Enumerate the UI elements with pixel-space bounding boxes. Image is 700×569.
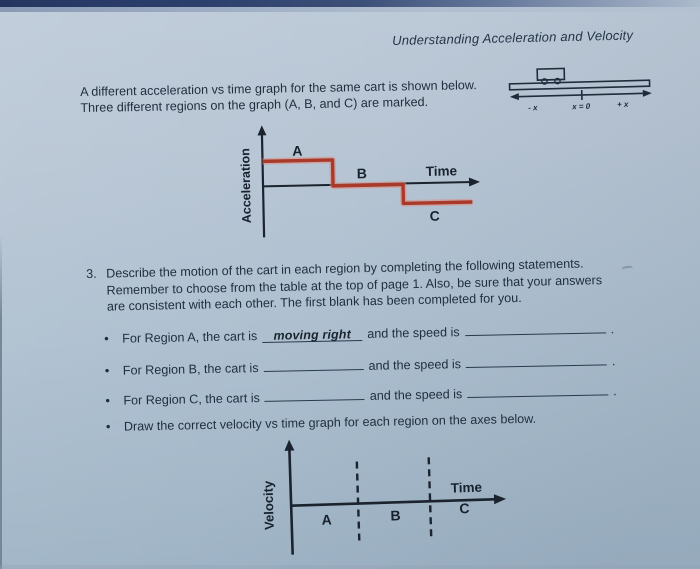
velocity-axes xyxy=(284,439,507,555)
accel-x-axis-label: Time xyxy=(426,163,458,179)
question-3: 3. Describe the motion of the cart in ea… xyxy=(86,254,647,315)
cart-icon xyxy=(536,67,566,85)
region-a-motion-blank: moving right xyxy=(262,327,363,343)
region-c-motion-blank xyxy=(264,386,365,402)
question-number: 3. xyxy=(86,266,97,281)
vel-x-axis-label: Time xyxy=(450,480,482,496)
velocity-graph: A B C Time Velocity xyxy=(260,439,507,555)
bullet-marker: • xyxy=(105,418,111,434)
bullet-region-c: • For Region C, the cart is and the spee… xyxy=(105,381,617,408)
cart-track-diagram: - x x = 0 + x xyxy=(508,67,652,112)
pos-x-label: + x xyxy=(617,100,629,109)
region-a-middle: and the speed is xyxy=(367,325,460,341)
vel-region-c-label: C xyxy=(459,500,470,516)
scan-top-edge-fade xyxy=(0,7,700,12)
region-b-suffix: . xyxy=(611,354,616,369)
region-divider-dashed-lines xyxy=(355,457,433,542)
accel-step-line xyxy=(262,156,473,207)
region-a-prefix: For Region A, the cart is xyxy=(122,329,258,346)
neg-x-label: - x xyxy=(528,103,538,112)
zero-x-label: x = 0 xyxy=(571,102,591,112)
accel-region-b-label: B xyxy=(357,165,367,181)
region-b-middle: and the speed is xyxy=(368,357,462,373)
bullet-marker: • xyxy=(104,330,109,346)
region-c-prefix: For Region C, the cart is xyxy=(123,391,260,408)
region-b-speed-blank xyxy=(465,351,608,369)
x-axis-reference-arrow xyxy=(509,89,652,101)
accel-y-axis-label: Acceleration xyxy=(238,148,254,223)
region-a-suffix: . xyxy=(610,322,615,337)
region-c-suffix: . xyxy=(613,384,617,399)
page-title: Understanding Acceleration and Velocity xyxy=(392,27,634,48)
scan-bottom-edge xyxy=(0,565,700,569)
bullet-region-b: • For Region B, the cart is and the spee… xyxy=(105,351,616,378)
bullet-list: • For Region A, the cart is moving right… xyxy=(104,318,679,434)
bullet-marker: • xyxy=(105,392,111,408)
accel-axes xyxy=(257,125,480,238)
region-b-prefix: For Region B, the cart is xyxy=(122,361,259,378)
bullet-region-a: • For Region A, the cart is moving right… xyxy=(104,319,614,346)
bullet-marker: • xyxy=(104,362,110,378)
region-b-motion-blank xyxy=(263,356,364,372)
region-c-speed-blank xyxy=(467,381,609,399)
track xyxy=(508,79,651,91)
region-a-speed-blank xyxy=(464,319,606,337)
acceleration-graph: A B C Time Acceleration xyxy=(238,125,480,238)
vel-y-axis-label: Velocity xyxy=(260,480,277,530)
scan-top-edge xyxy=(0,0,700,7)
accel-region-c-label: C xyxy=(430,208,440,224)
scan-left-edge xyxy=(0,235,2,569)
question-text: Describe the motion of the cart in each … xyxy=(106,254,647,315)
vel-region-b-label: B xyxy=(390,507,401,523)
vel-region-a-label: A xyxy=(321,511,332,527)
intro-paragraph: A different acceleration vs time graph f… xyxy=(80,76,510,115)
accel-region-a-label: A xyxy=(292,143,302,159)
region-c-middle: and the speed is xyxy=(369,387,463,403)
